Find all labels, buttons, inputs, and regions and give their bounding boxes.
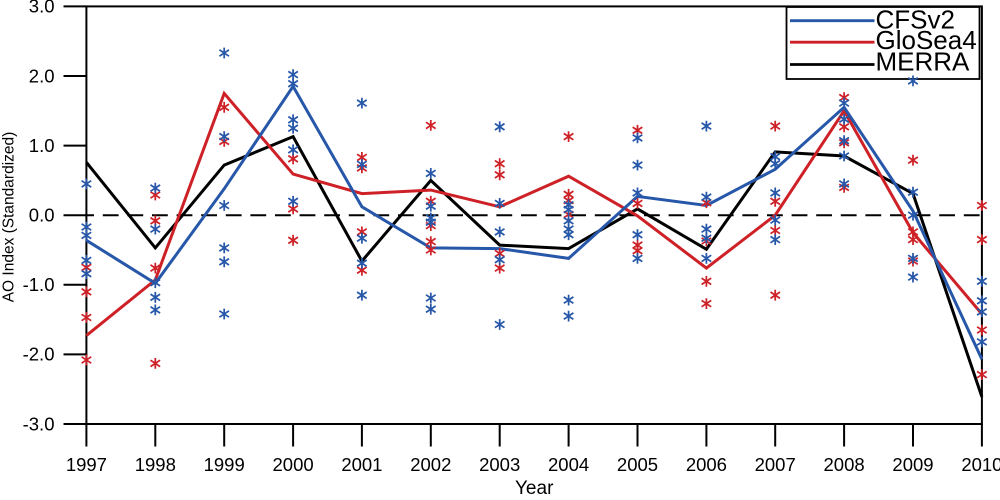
svg-text:1998: 1998 (135, 454, 176, 475)
svg-text:2006: 2006 (686, 454, 727, 475)
svg-text:0.0: 0.0 (29, 205, 55, 226)
svg-text:2007: 2007 (755, 454, 796, 475)
svg-text:Year: Year (515, 478, 554, 495)
svg-text:2008: 2008 (824, 454, 865, 475)
svg-text:2003: 2003 (479, 454, 520, 475)
svg-text:2009: 2009 (892, 454, 933, 475)
svg-text:2005: 2005 (617, 454, 658, 475)
svg-text:2002: 2002 (410, 454, 451, 475)
svg-text:-1.0: -1.0 (23, 274, 55, 295)
svg-text:2004: 2004 (548, 454, 589, 475)
svg-text:3.0: 3.0 (29, 0, 55, 17)
svg-text:2.0: 2.0 (29, 65, 55, 86)
svg-text:1997: 1997 (66, 454, 107, 475)
svg-text:AO Index (Standardized): AO Index (Standardized) (1, 132, 18, 303)
svg-text:CFSv2: CFSv2 (876, 5, 955, 35)
svg-text:2010: 2010 (961, 454, 1000, 475)
svg-text:1.0: 1.0 (29, 135, 55, 156)
svg-text:MERRA: MERRA (876, 47, 971, 77)
svg-text:-2.0: -2.0 (23, 344, 55, 365)
svg-text:2000: 2000 (273, 454, 314, 475)
svg-text:2001: 2001 (341, 454, 382, 475)
svg-text:1999: 1999 (204, 454, 245, 475)
svg-text:-3.0: -3.0 (23, 413, 55, 434)
svg-text:GloSea4: GloSea4 (876, 25, 977, 55)
